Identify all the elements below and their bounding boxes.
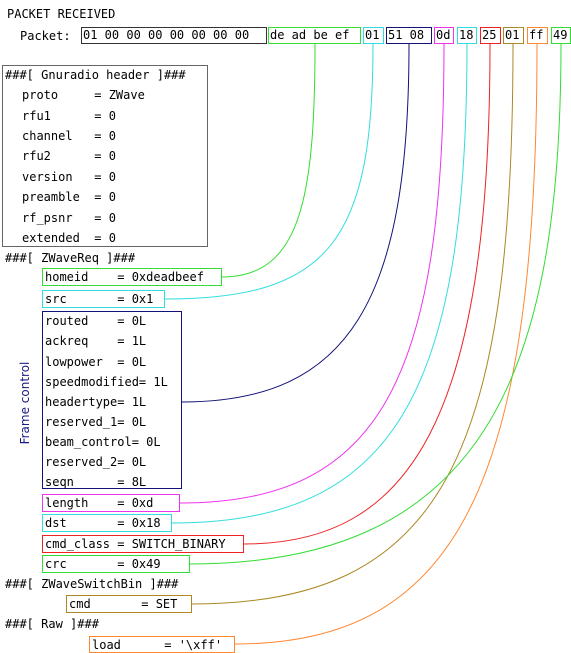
gnuradio-field-channel: channel = 0 (22, 129, 116, 143)
byte-group-homeid: de ad be ef (268, 27, 361, 44)
connector-crc (189, 43, 562, 565)
fc-field-headertype: headertype= 1L (45, 395, 147, 409)
homeid-field-box (42, 268, 222, 286)
fc-field-routed: routed = 0L (45, 314, 147, 328)
gnuradio-field-version: version = 0 (22, 170, 116, 184)
homeid-field: homeid = 0xdeadbeef (45, 270, 204, 284)
cmd-field: cmd = SET (69, 597, 178, 611)
connector-cmd (191, 43, 514, 605)
connector-src (164, 43, 374, 300)
fc-field-beam-control: beam_control= 0L (45, 435, 161, 449)
packet-label: Packet: (20, 29, 71, 43)
gnuradio-header-box (2, 65, 208, 247)
byte-src: 01 (363, 27, 384, 44)
gnuradio-field-rfu2: rfu2 = 0 (22, 149, 116, 163)
connector-homeid (221, 43, 316, 278)
cmd-field-box (66, 595, 192, 613)
connector-length (179, 43, 445, 504)
byte-cmd: 01 (503, 27, 524, 44)
length-field: length = 0xd (45, 496, 154, 510)
load-field: load = '\xff' (92, 638, 223, 652)
cmd-class-field-box (42, 535, 244, 553)
fc-field-seqn: seqn = 8L (45, 475, 147, 489)
gnuradio-field-proto: proto = ZWave (22, 88, 145, 102)
cmd-class-field: cmd_class = SWITCH_BINARY (45, 537, 226, 551)
byte-cmd-class: 25 (480, 27, 501, 44)
zwavereq-header: ###[ ZWaveReq ]### (5, 251, 136, 265)
gnuradio-field-preamble: preamble = 0 (22, 190, 116, 204)
fc-field-speedmodified: speedmodified= 1L (45, 375, 168, 389)
zwaveswitchbin-header: ###[ ZWaveSwitchBin ]### (5, 577, 179, 591)
dst-field-box (42, 514, 172, 532)
packet-received-title: PACKET RECEIVED (7, 7, 116, 21)
connector-dst (171, 43, 468, 524)
byte-dst: 18 (457, 27, 477, 44)
gnuradio-field-extended: extended = 0 (22, 231, 116, 245)
fc-field-ackreq: ackreq = 1L (45, 334, 147, 348)
byte-length: 0d (434, 27, 454, 44)
connector-cmd-class (243, 43, 491, 545)
gnuradio-field-rf-psnr: rf_psnr = 0 (22, 211, 116, 225)
byte-load: ff (527, 27, 548, 44)
src-field: src = 0x1 (45, 292, 154, 306)
gnuradio-field-rfu1: rfu1 = 0 (22, 109, 116, 123)
frame-control-box (42, 311, 182, 489)
fc-field-reserved-2: reserved_2= 0L (45, 455, 147, 469)
byte-group-gnuradio: 01 00 00 00 00 00 00 00 (81, 27, 267, 44)
crc-field: crc = 0x49 (45, 557, 161, 571)
raw-header: ###[ Raw ]### (5, 617, 99, 631)
length-field-box (42, 494, 180, 512)
connector-frame-control (181, 43, 410, 403)
src-field-box (42, 290, 165, 308)
dst-field: dst = 0x18 (45, 516, 161, 530)
crc-field-box (42, 555, 190, 573)
gnuradio-header-title: ###[ Gnuradio header ]### (5, 68, 186, 82)
connector-load (234, 43, 538, 645)
fc-field-lowpower: lowpower = 0L (45, 355, 147, 369)
byte-group-frame-control: 51 08 (386, 27, 432, 44)
fc-field-reserved-1: reserved_1= 0L (45, 415, 147, 429)
